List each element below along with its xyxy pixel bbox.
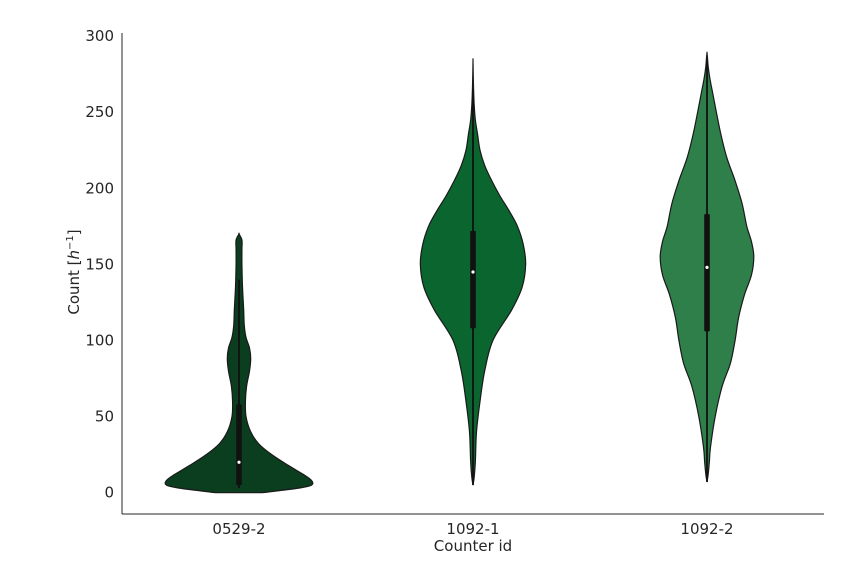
iqr-box-1092-2 (704, 214, 710, 332)
y-ticks-group: 0 50 100 150 200 250 300 (85, 27, 114, 502)
x-ticks-group: 0529-2 1092-1 1092-2 (212, 520, 733, 538)
y-label-prefix: Count [ (65, 259, 83, 314)
y-axis-label: Count [h−1] (65, 229, 83, 314)
iqr-box-1092-1 (470, 230, 476, 329)
y-tick-label: 0 (104, 484, 114, 502)
median-dot-0529-2 (237, 460, 241, 464)
y-label-sup: −1 (65, 235, 76, 250)
x-tick-label: 1092-2 (680, 520, 733, 538)
median-dot-1092-1 (471, 270, 475, 274)
median-dot-1092-2 (705, 265, 709, 270)
y-tick-label: 300 (85, 27, 114, 45)
y-label-suffix: ] (65, 229, 83, 235)
y-tick-label: 100 (85, 331, 114, 349)
iqr-box-0529-2 (236, 404, 242, 486)
y-label-var: h (65, 250, 83, 260)
y-tick-label: 50 (95, 408, 114, 426)
x-axis-label: Counter id (434, 537, 512, 555)
y-tick-label: 200 (85, 179, 114, 197)
x-tick-label: 0529-2 (212, 520, 265, 538)
x-tick-label: 1092-1 (446, 520, 499, 538)
boxes-group (236, 60, 710, 489)
violins-group (164, 51, 755, 494)
y-tick-label: 250 (85, 103, 114, 121)
y-tick-label: 150 (85, 255, 114, 273)
